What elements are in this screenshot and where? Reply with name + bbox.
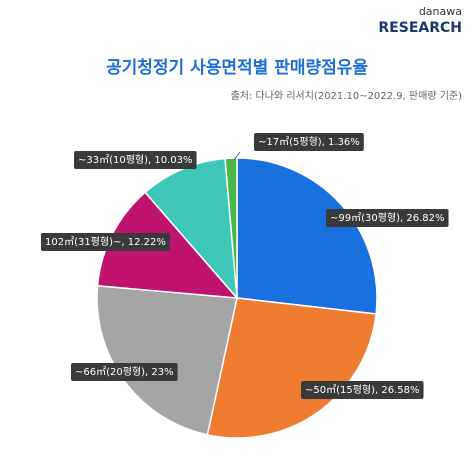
- label-box: [74, 151, 197, 169]
- data-label: ~33㎡(10평형), 10.03%: [74, 151, 197, 169]
- label-text: ~66㎡(20평형), 23%: [75, 366, 174, 378]
- logo-bottom: RESEARCH: [378, 20, 462, 36]
- label-box: [301, 381, 424, 399]
- label-box: [71, 363, 178, 381]
- label-text: ~50㎡(15평형), 26.58%: [305, 384, 420, 396]
- pie-slice: [144, 157, 238, 301]
- data-label: ~50㎡(15평형), 26.58%: [301, 381, 424, 399]
- data-label: 102㎡(31평형)~, 12.22%: [41, 233, 170, 251]
- data-label: ~66㎡(20평형), 23%: [71, 363, 178, 381]
- logo-top: danawa: [419, 5, 462, 18]
- label-box: [254, 133, 364, 151]
- label-text: ~17㎡(5평형), 1.36%: [258, 136, 360, 148]
- label-box: [326, 209, 449, 227]
- label-box: [41, 233, 170, 251]
- leader-line: [233, 151, 241, 161]
- label-text: ~33㎡(10평형), 10.03%: [78, 154, 193, 166]
- chart-title: 공기청정기 사용면적별 판매량점유율: [106, 57, 368, 78]
- label-text: 102㎡(31평형)~, 12.22%: [45, 236, 166, 248]
- chart-subtitle: 출처: 다나와 리서치(2021.10~2022.9, 판매량 기준): [231, 90, 462, 102]
- data-label: ~99㎡(30평형), 26.82%: [326, 209, 449, 227]
- data-label: ~17㎡(5평형), 1.36%: [254, 133, 364, 151]
- pie-slice: [224, 157, 238, 299]
- pie-slice: [206, 297, 377, 439]
- pie-slice: [236, 157, 378, 315]
- label-text: ~99㎡(30평형), 26.82%: [330, 212, 445, 224]
